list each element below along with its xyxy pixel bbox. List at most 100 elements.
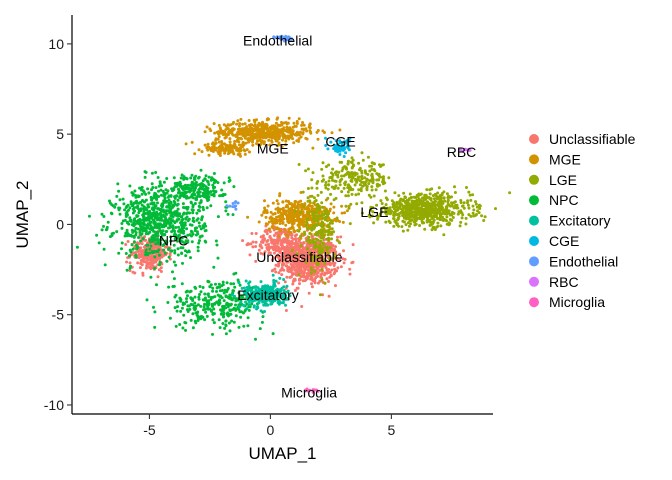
data-point bbox=[433, 211, 437, 215]
data-point bbox=[323, 216, 327, 220]
data-point bbox=[297, 278, 301, 282]
data-point bbox=[478, 204, 482, 208]
data-point bbox=[133, 251, 137, 255]
data-point bbox=[277, 230, 281, 234]
data-point bbox=[402, 191, 406, 195]
data-point bbox=[203, 143, 207, 147]
data-point bbox=[271, 332, 275, 336]
data-point bbox=[297, 214, 301, 218]
data-point bbox=[156, 201, 159, 205]
data-point bbox=[218, 298, 222, 302]
data-point bbox=[239, 315, 243, 319]
data-point bbox=[396, 208, 400, 212]
data-point bbox=[361, 158, 365, 162]
data-point bbox=[440, 193, 444, 197]
data-point bbox=[201, 286, 205, 289]
data-point bbox=[354, 193, 358, 197]
data-point bbox=[326, 196, 330, 200]
data-point bbox=[310, 282, 313, 286]
data-point bbox=[290, 266, 294, 270]
data-point bbox=[387, 176, 391, 180]
data-point bbox=[274, 263, 278, 267]
data-point bbox=[179, 309, 183, 313]
data-point bbox=[414, 203, 418, 207]
data-point bbox=[193, 319, 197, 323]
data-point bbox=[273, 267, 277, 271]
data-point bbox=[179, 221, 182, 225]
data-point bbox=[211, 150, 215, 153]
data-point bbox=[389, 211, 393, 215]
data-point bbox=[135, 247, 139, 251]
data-point bbox=[184, 184, 188, 188]
data-point bbox=[293, 249, 297, 253]
data-point bbox=[315, 237, 319, 241]
data-point bbox=[148, 247, 152, 251]
data-point bbox=[120, 226, 124, 230]
data-point bbox=[277, 281, 281, 285]
data-point bbox=[144, 253, 148, 257]
data-point bbox=[306, 167, 310, 171]
data-point bbox=[153, 220, 156, 224]
data-point bbox=[135, 243, 138, 247]
data-point bbox=[290, 246, 294, 250]
data-point bbox=[238, 122, 242, 125]
data-point bbox=[335, 216, 339, 220]
data-point bbox=[226, 287, 230, 290]
data-point bbox=[252, 136, 256, 140]
data-point bbox=[400, 225, 404, 229]
data-point bbox=[289, 133, 293, 137]
data-point bbox=[154, 242, 158, 246]
data-point bbox=[150, 207, 154, 211]
data-point bbox=[467, 213, 471, 217]
data-point bbox=[265, 230, 269, 234]
data-point bbox=[293, 209, 297, 213]
data-point bbox=[205, 299, 209, 303]
data-point bbox=[398, 212, 401, 216]
data-point bbox=[384, 208, 388, 212]
data-point bbox=[191, 232, 195, 236]
data-point bbox=[241, 140, 245, 144]
data-point bbox=[290, 225, 294, 229]
data-point bbox=[128, 248, 132, 252]
data-point bbox=[328, 270, 332, 274]
data-point bbox=[462, 201, 466, 205]
data-point bbox=[139, 239, 143, 243]
data-point bbox=[387, 219, 391, 223]
data-point bbox=[158, 245, 162, 249]
data-point bbox=[204, 174, 208, 178]
data-point bbox=[469, 198, 473, 202]
data-point bbox=[166, 189, 170, 193]
data-point bbox=[149, 267, 153, 271]
data-point bbox=[149, 264, 153, 268]
data-point bbox=[315, 219, 319, 223]
data-point bbox=[426, 202, 430, 206]
data-point bbox=[215, 290, 218, 293]
data-point bbox=[251, 240, 255, 244]
data-point bbox=[194, 311, 198, 315]
data-point bbox=[248, 150, 251, 154]
data-point bbox=[228, 143, 232, 147]
data-point bbox=[231, 213, 235, 217]
data-point bbox=[256, 125, 260, 129]
data-point bbox=[293, 242, 297, 245]
data-point bbox=[340, 190, 344, 194]
data-point bbox=[306, 254, 310, 258]
data-point bbox=[181, 326, 185, 330]
data-point bbox=[202, 298, 206, 302]
data-point bbox=[228, 308, 232, 312]
data-point bbox=[313, 210, 317, 214]
data-point bbox=[191, 211, 195, 215]
data-point bbox=[370, 161, 374, 165]
data-point bbox=[249, 136, 253, 140]
data-point bbox=[277, 130, 281, 134]
data-point bbox=[222, 142, 226, 146]
data-point bbox=[237, 127, 241, 131]
data-point bbox=[269, 302, 273, 306]
data-point bbox=[219, 144, 223, 148]
data-point bbox=[298, 282, 301, 286]
data-point bbox=[237, 281, 241, 285]
data-point bbox=[331, 244, 334, 248]
data-point bbox=[260, 140, 263, 144]
data-point bbox=[275, 144, 279, 148]
data-point bbox=[285, 239, 289, 243]
